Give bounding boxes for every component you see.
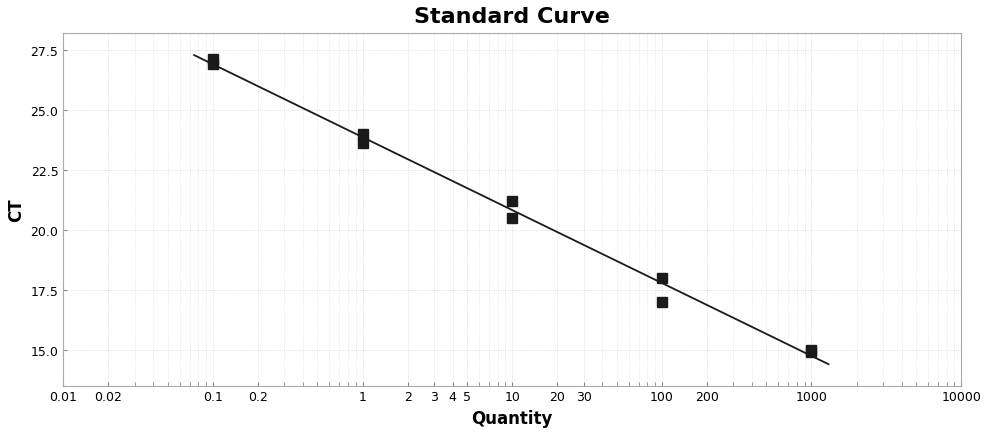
Title: Standard Curve: Standard Curve xyxy=(414,7,611,27)
Y-axis label: CT: CT xyxy=(7,198,25,222)
X-axis label: Quantity: Quantity xyxy=(471,409,553,427)
